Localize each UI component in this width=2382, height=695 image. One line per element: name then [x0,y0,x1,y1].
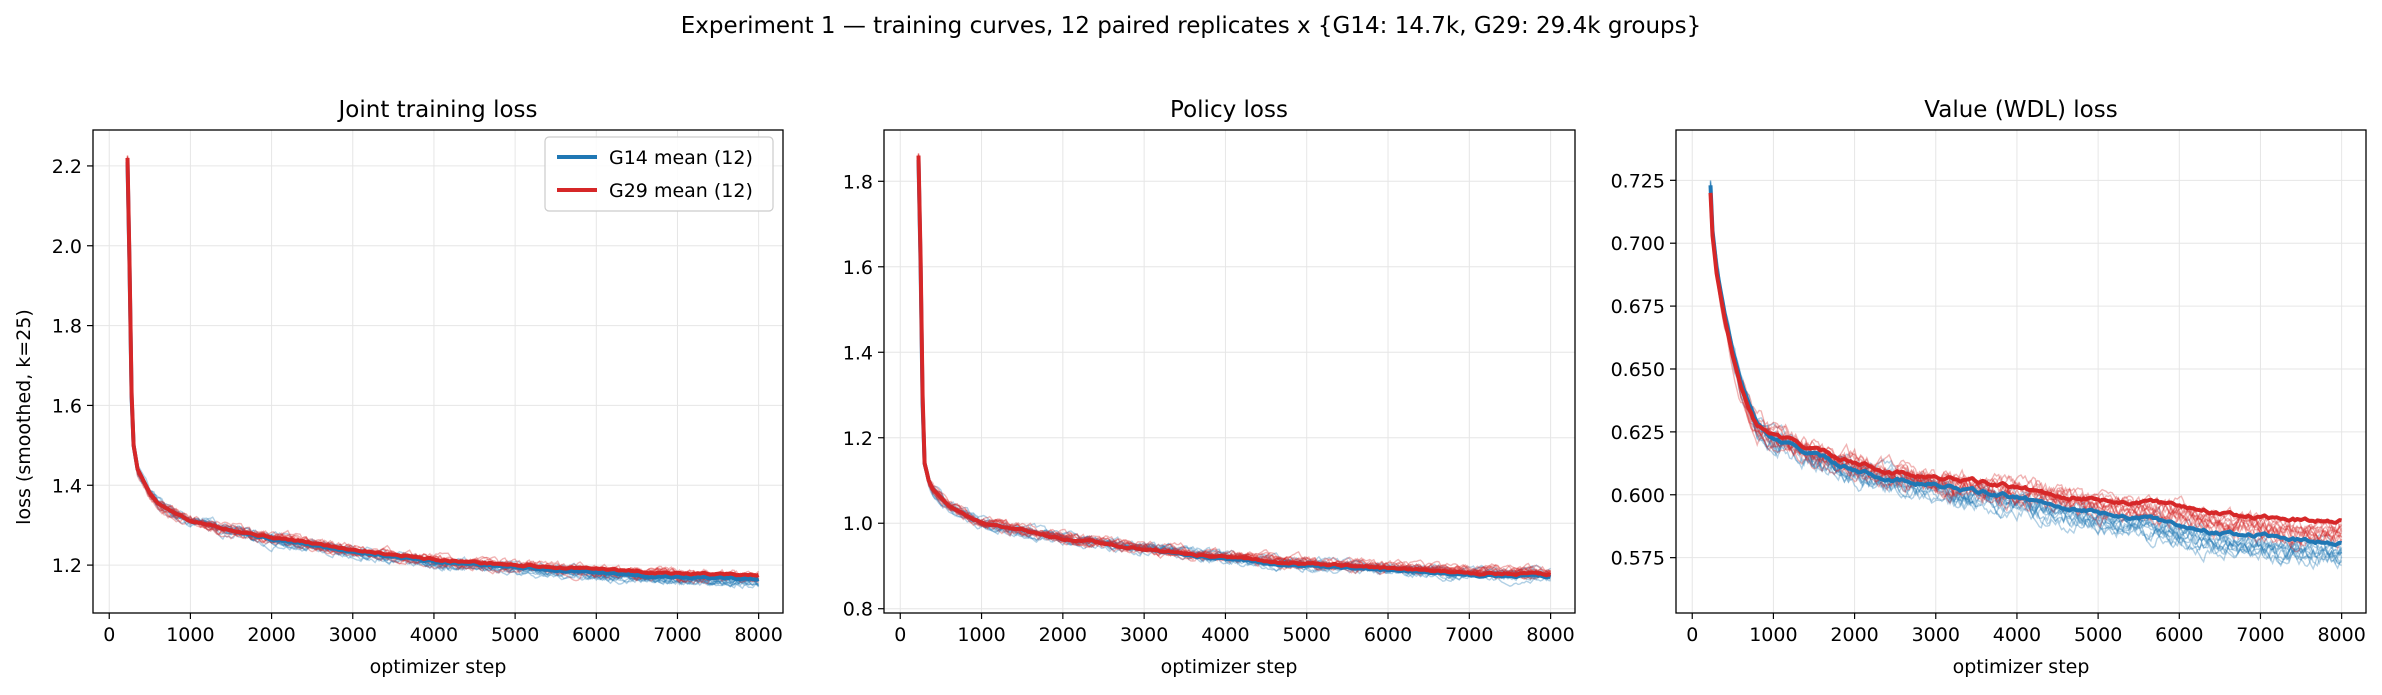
replicate-line [1709,188,2343,563]
x-axis-label: optimizer step [1161,656,1298,678]
plot-area [916,153,1552,587]
x-tick-label: 8000 [1526,624,1574,646]
x-tick-label: 6000 [572,624,620,646]
replicate-line [1709,189,2342,568]
y-tick-label: 1.2 [52,555,82,577]
plot-area [125,155,760,590]
replicate-line [1709,188,2342,540]
axes-frame [1675,129,2367,614]
x-tick-label: 6000 [1364,624,1412,646]
y-tick-label: 0.8 [843,599,873,621]
panel-title: Policy loss [1170,97,1288,123]
y-tick-label: 1.8 [52,316,82,338]
x-axis-label: optimizer step [370,656,507,678]
replicate-line [917,157,1552,581]
x-tick-label: 3000 [329,624,377,646]
x-tick-label: 2000 [247,624,295,646]
replicate-line [1709,187,2342,549]
y-axis-label: loss (smoothed, k=25) [13,309,35,525]
y-tick-label: 1.8 [843,171,873,193]
panel-title: Value (WDL) loss [1924,97,2117,123]
legend-entry-g14: G14 mean (12) [609,147,753,169]
panel-title: Joint training loss [337,97,538,123]
x-tick-label: 3000 [1120,624,1168,646]
replicate-line [1709,184,2343,568]
x-tick-label: 3000 [1912,624,1960,646]
y-tick-label: 1.4 [843,342,873,364]
y-tick-label: 0.700 [1611,233,1665,255]
mean-line [1708,192,2342,525]
x-tick-label: 2000 [1039,624,1087,646]
x-axis-label: optimizer step [1953,656,2090,678]
axes-frame [92,129,784,614]
x-tick-label: 4000 [1993,624,2041,646]
y-tick-label: 1.6 [52,395,82,417]
replicate-line [1709,197,2343,547]
panel-policy-loss: Policy loss optimizer step 0 1000 2000 3000… [843,97,1576,678]
y-tick-label: 2.0 [52,236,82,258]
y-tick-label: 0.625 [1611,422,1665,444]
x-tick-label: 8000 [734,624,782,646]
panel-joint-training-loss: Joint training loss optimizer step loss … [13,97,784,678]
x-tick-label: 5000 [2074,624,2122,646]
replicate-line [1709,190,2342,567]
x-tick-label: 5000 [491,624,539,646]
x-tick-label: 0 [894,624,906,646]
panel-value-wdl-loss: Value (WDL) loss optimizer step 0 1000 200… [1611,97,2367,678]
x-tick-label: 0 [1686,624,1698,646]
figure-suptitle: Experiment 1 — training curves, 12 paire… [681,13,1702,39]
y-tick-label: 0.650 [1611,359,1665,381]
y-tick-label: 0.675 [1611,296,1665,318]
x-tick-label: 2000 [1830,624,1878,646]
x-tick-label: 7000 [2236,624,2284,646]
replicate-line [1709,195,2343,551]
y-tick-label: 0.725 [1611,170,1665,192]
y-tick-label: 2.2 [52,156,82,178]
replicate-line [1709,187,2343,542]
x-tick-label: 4000 [410,624,458,646]
legend-frame [544,136,774,212]
y-tick-label: 1.4 [52,475,82,497]
y-tick-label: 1.6 [843,257,873,279]
x-tick-label: 1000 [957,624,1005,646]
replicate-line [1709,181,2343,571]
x-tick-label: 1000 [1749,624,1797,646]
x-tick-label: 8000 [2317,624,2365,646]
x-tick-label: 6000 [2155,624,2203,646]
axes-frame [883,129,1576,614]
mean-line [916,155,1552,578]
plot-area [1708,179,2343,571]
y-tick-label: 0.600 [1611,485,1665,507]
legend: G14 mean (12) G29 mean (12) [544,136,774,212]
x-tick-label: 4000 [1201,624,1249,646]
mean-line [1708,185,2342,547]
x-tick-label: 7000 [653,624,701,646]
mean-line [125,157,760,578]
x-tick-label: 1000 [166,624,214,646]
x-tick-label: 7000 [1445,624,1493,646]
x-tick-label: 0 [103,624,115,646]
replicate-line [1709,183,2343,561]
y-tick-label: 1.2 [843,428,873,450]
y-tick-label: 1.0 [843,513,873,535]
y-tick-label: 0.575 [1611,548,1665,570]
replicate-line [1709,185,2343,562]
legend-entry-g29: G29 mean (12) [609,180,753,202]
replicate-line [1709,179,2343,565]
x-tick-label: 5000 [1283,624,1331,646]
